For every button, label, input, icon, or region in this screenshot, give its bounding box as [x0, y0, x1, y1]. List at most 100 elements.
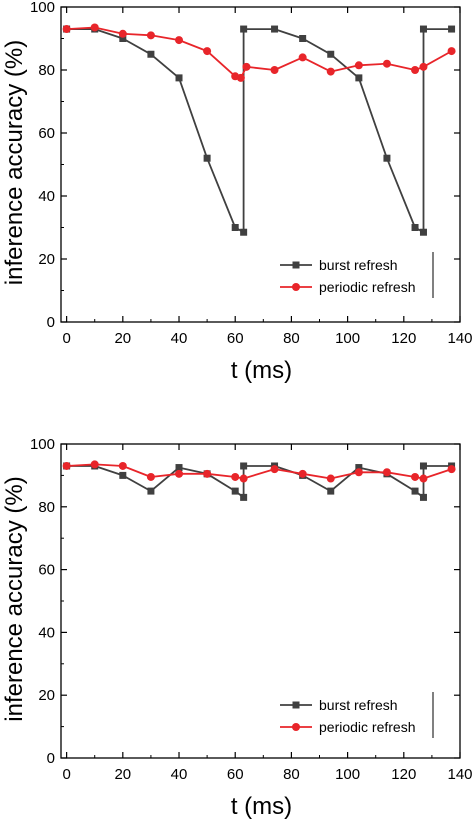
data-point-periodic-refresh [354, 61, 363, 70]
data-point-burst-refresh [119, 471, 127, 479]
data-point-burst-refresh [419, 462, 427, 470]
data-point-burst-refresh [355, 464, 363, 472]
series-burst-refresh [63, 25, 456, 236]
plot-frame [60, 443, 461, 759]
chart-panel-1: 0 20 40 60 80 100 120 140 0 20 40 60 80 100 t (ms) infe… [1, 0, 473, 384]
x-axis-title: t (ms) [231, 793, 292, 820]
data-point-periodic-refresh [62, 25, 71, 34]
data-point-burst-refresh [203, 154, 211, 162]
series-line-periodic-refresh [66, 463, 452, 480]
series-line-burst-refresh [66, 28, 452, 234]
x-tick-label: 0 [62, 330, 70, 347]
plot-frame [60, 6, 461, 323]
y-tick-label: 40 [38, 188, 55, 205]
data-point-periodic-refresh [447, 47, 456, 56]
data-point-periodic-refresh [175, 36, 184, 45]
y-tick-label: 80 [38, 499, 55, 516]
data-point-periodic-refresh [146, 31, 155, 40]
data-point-periodic-refresh [411, 66, 420, 74]
data-point-periodic-refresh [203, 469, 212, 478]
data-point-periodic-refresh [231, 472, 240, 481]
x-tick-label: 20 [114, 766, 131, 783]
x-tick-label: 40 [171, 766, 188, 783]
legend-marker-periodic-refresh [292, 283, 300, 291]
data-point-periodic-refresh [354, 468, 363, 477]
data-point-periodic-refresh [118, 461, 127, 470]
legend-marker-burst-refresh [292, 261, 300, 269]
x-tick-label: 100 [335, 330, 360, 347]
data-point-periodic-refresh [298, 53, 307, 62]
x-tick-label: 120 [391, 766, 416, 783]
data-point-periodic-refresh [146, 472, 155, 481]
data-point-periodic-refresh [203, 47, 212, 56]
legend-label-periodic-refresh: periodic refresh [319, 279, 416, 295]
y-tick-label: 60 [38, 562, 55, 579]
legend-marker-periodic-refresh [292, 723, 300, 731]
x-tick-label: 60 [227, 766, 244, 783]
legend: burst refresh periodic refresh [280, 692, 434, 738]
data-point-periodic-refresh [419, 474, 428, 483]
data-point-burst-refresh [240, 228, 248, 236]
x-tick-label: 0 [62, 766, 70, 783]
x-tick-label: 80 [283, 766, 300, 783]
series-periodic-refresh [62, 460, 456, 483]
data-point-burst-refresh [383, 154, 391, 162]
data-point-burst-refresh [411, 224, 419, 231]
legend-label-burst-refresh: burst refresh [319, 257, 398, 273]
data-point-periodic-refresh [326, 67, 335, 76]
data-point-burst-refresh [240, 493, 248, 501]
data-point-periodic-refresh [175, 469, 184, 478]
y-axis-title: inference accuracy (%) [1, 476, 28, 721]
data-point-periodic-refresh [411, 472, 420, 481]
data-point-burst-refresh [355, 74, 363, 82]
data-point-burst-refresh [299, 35, 307, 42]
x-tick-label: 140 [447, 766, 472, 783]
x-tick-label: 80 [283, 330, 300, 347]
data-point-periodic-refresh [90, 460, 99, 469]
y-tick-label: 0 [47, 750, 55, 767]
series-periodic-refresh [62, 23, 456, 82]
data-point-burst-refresh [240, 462, 248, 470]
chart-panel-2: 0 20 40 60 80 100 120 140 0 20 40 60 80 100 t (ms) infe… [1, 436, 473, 820]
data-point-burst-refresh [327, 50, 335, 58]
data-point-periodic-refresh [239, 474, 248, 483]
x-axis-title: t (ms) [231, 357, 292, 384]
data-point-burst-refresh [419, 25, 427, 33]
data-point-burst-refresh [175, 74, 183, 82]
data-point-burst-refresh [419, 493, 427, 501]
data-point-periodic-refresh [118, 29, 127, 38]
y-axis-title: inference accuracy (%) [1, 40, 28, 285]
x-tick-label: 20 [114, 330, 131, 347]
data-point-periodic-refresh [382, 468, 391, 477]
x-tick-label: 140 [447, 330, 472, 347]
legend: burst refresh periodic refresh [280, 252, 434, 298]
data-point-burst-refresh [448, 25, 456, 33]
x-tick-label: 100 [335, 766, 360, 783]
legend-label-burst-refresh: burst refresh [319, 697, 398, 713]
data-point-burst-refresh [419, 228, 427, 236]
x-tick-label: 60 [227, 330, 244, 347]
y-tick-label: 100 [30, 436, 55, 453]
data-point-burst-refresh [231, 487, 239, 495]
data-point-periodic-refresh [447, 465, 456, 474]
legend-marker-burst-refresh [292, 701, 300, 709]
y-tick-label: 40 [38, 624, 55, 641]
data-point-burst-refresh [147, 487, 155, 495]
data-point-periodic-refresh [270, 66, 279, 74]
data-point-burst-refresh [327, 487, 335, 495]
data-point-periodic-refresh [382, 59, 391, 68]
y-tick-label: 60 [38, 125, 55, 142]
data-point-periodic-refresh [90, 23, 99, 32]
data-point-periodic-refresh [62, 461, 71, 470]
data-point-periodic-refresh [298, 469, 307, 478]
data-point-periodic-refresh [270, 465, 279, 474]
series-line-burst-refresh [66, 465, 452, 499]
data-point-burst-refresh [411, 487, 419, 495]
y-tick-label: 20 [38, 251, 55, 268]
legend-label-periodic-refresh: periodic refresh [319, 719, 416, 735]
data-point-burst-refresh [240, 25, 248, 33]
data-point-burst-refresh [175, 464, 183, 472]
data-point-periodic-refresh [326, 474, 335, 483]
data-point-burst-refresh [147, 50, 155, 58]
